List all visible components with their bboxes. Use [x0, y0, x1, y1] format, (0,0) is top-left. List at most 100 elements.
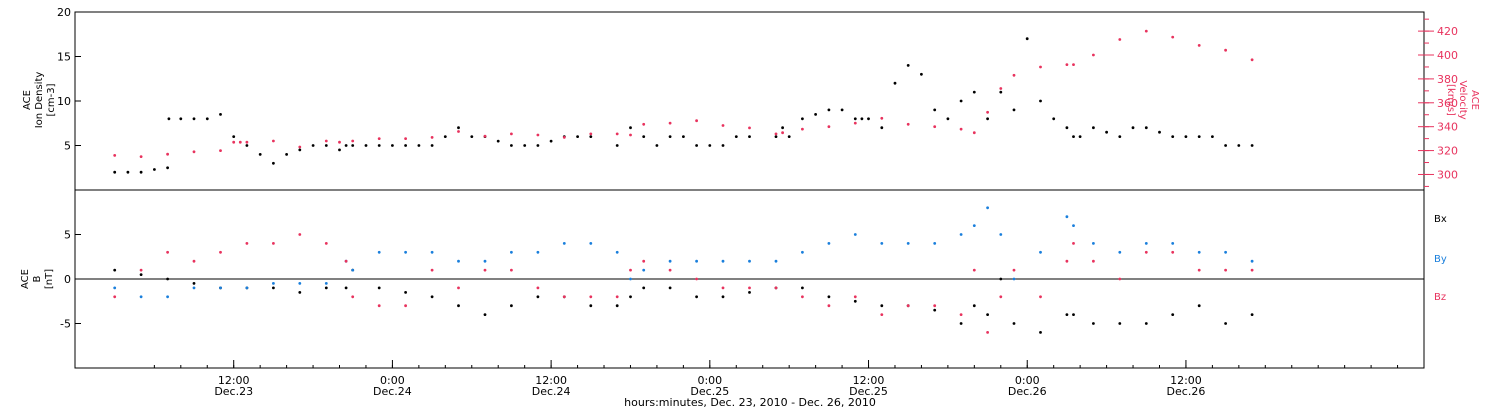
bz-point — [139, 268, 143, 272]
by-point — [615, 250, 619, 254]
velocity-point — [139, 155, 143, 159]
density-point — [166, 166, 170, 170]
bz-point — [972, 268, 976, 272]
velocity-tick-label: 360 — [1437, 97, 1458, 110]
velocity-point — [986, 110, 989, 114]
bx-point — [166, 277, 170, 281]
bx-point — [748, 291, 751, 294]
bx-point — [853, 299, 857, 303]
bz-point — [1092, 259, 1095, 263]
bx-point — [959, 322, 963, 325]
by-point — [774, 259, 778, 263]
bx-point — [344, 286, 348, 290]
density-point — [959, 99, 963, 103]
bz-point — [1144, 250, 1148, 254]
bx-point — [1065, 313, 1069, 316]
bx-point — [298, 291, 302, 294]
velocity-point — [748, 126, 751, 130]
density-point — [192, 117, 196, 121]
legend-bx: Bx — [1434, 214, 1447, 225]
bx-point — [272, 286, 275, 290]
velocity-point — [113, 154, 117, 157]
bz-point — [344, 259, 348, 263]
bz-point — [245, 242, 249, 245]
density-point — [523, 144, 527, 147]
velocity-point — [1171, 35, 1175, 39]
by-point — [1072, 224, 1075, 228]
bx-point — [510, 304, 513, 308]
x-tick-label-time: 0:00 — [697, 374, 722, 387]
bz-point — [510, 268, 513, 272]
by-point — [536, 250, 540, 254]
x-tick-label-date: Dec.25 — [849, 385, 888, 398]
bx-point — [1250, 313, 1254, 316]
density-point — [814, 113, 817, 116]
velocity-point — [404, 137, 407, 141]
density-point — [298, 148, 302, 152]
bx-point — [695, 295, 698, 299]
bx-point — [457, 304, 460, 308]
bz-point — [1012, 268, 1016, 272]
velocity-point — [774, 132, 778, 136]
density-point — [377, 144, 381, 147]
bz-point — [642, 259, 646, 263]
density-point — [1144, 126, 1148, 130]
density-point — [153, 168, 156, 171]
by-point — [721, 259, 725, 263]
velocity-point — [1039, 65, 1042, 69]
velocity-point — [906, 122, 910, 126]
bz-point — [695, 277, 698, 281]
density-point — [695, 144, 698, 147]
bx-point — [880, 304, 884, 308]
velocity-point — [1197, 44, 1201, 47]
bz-point — [324, 242, 328, 245]
bx-point — [1012, 322, 1016, 325]
velocity-point — [324, 139, 328, 143]
density-axis-title: ACE Ion Density [cm-3] — [22, 72, 57, 129]
x-tick-label-date: Dec.23 — [214, 385, 253, 398]
velocity-point — [338, 140, 341, 144]
by-point — [629, 277, 632, 281]
density-point — [840, 108, 844, 112]
bz-point — [801, 295, 804, 299]
bz-point — [1224, 268, 1227, 272]
velocity-point — [457, 130, 460, 133]
bz-series — [113, 233, 1254, 334]
density-point — [344, 144, 348, 147]
density-point — [1118, 135, 1122, 139]
x-axis-title: hours:minutes, Dec. 23, 2010 - Dec. 26, … — [624, 396, 876, 409]
bz-point — [629, 268, 632, 272]
velocity-axis-title-line1: ACE — [1469, 90, 1480, 110]
by-point — [192, 286, 196, 290]
velocity-point — [853, 121, 857, 125]
velocity-point — [695, 119, 698, 123]
bz-point — [906, 304, 910, 308]
density-point — [430, 144, 434, 147]
density-point — [867, 117, 870, 121]
by-point — [1171, 242, 1175, 245]
by-point — [404, 250, 407, 254]
density-point — [536, 144, 540, 147]
by-point — [562, 242, 566, 245]
by-point — [986, 206, 989, 210]
density-point — [443, 135, 447, 139]
density-point — [787, 135, 791, 139]
bz-point — [166, 250, 170, 254]
velocity-point — [629, 133, 632, 137]
bz-point — [668, 268, 672, 272]
velocity-point — [510, 132, 513, 136]
b-tick-label: 0 — [64, 273, 71, 286]
by-point — [1224, 250, 1227, 254]
density-point — [668, 135, 672, 139]
bz-point — [562, 295, 566, 299]
velocity-point — [781, 131, 784, 135]
bx-point — [615, 304, 619, 308]
by-point — [959, 233, 963, 236]
bx-point — [1039, 331, 1042, 334]
bz-point — [1065, 259, 1069, 263]
velocity-point — [245, 140, 249, 144]
density-point — [179, 117, 183, 121]
x-axis: 12:00Dec.230:00Dec.2412:00Dec.240:00Dec.… — [153, 360, 1425, 398]
velocity-point — [589, 132, 593, 136]
